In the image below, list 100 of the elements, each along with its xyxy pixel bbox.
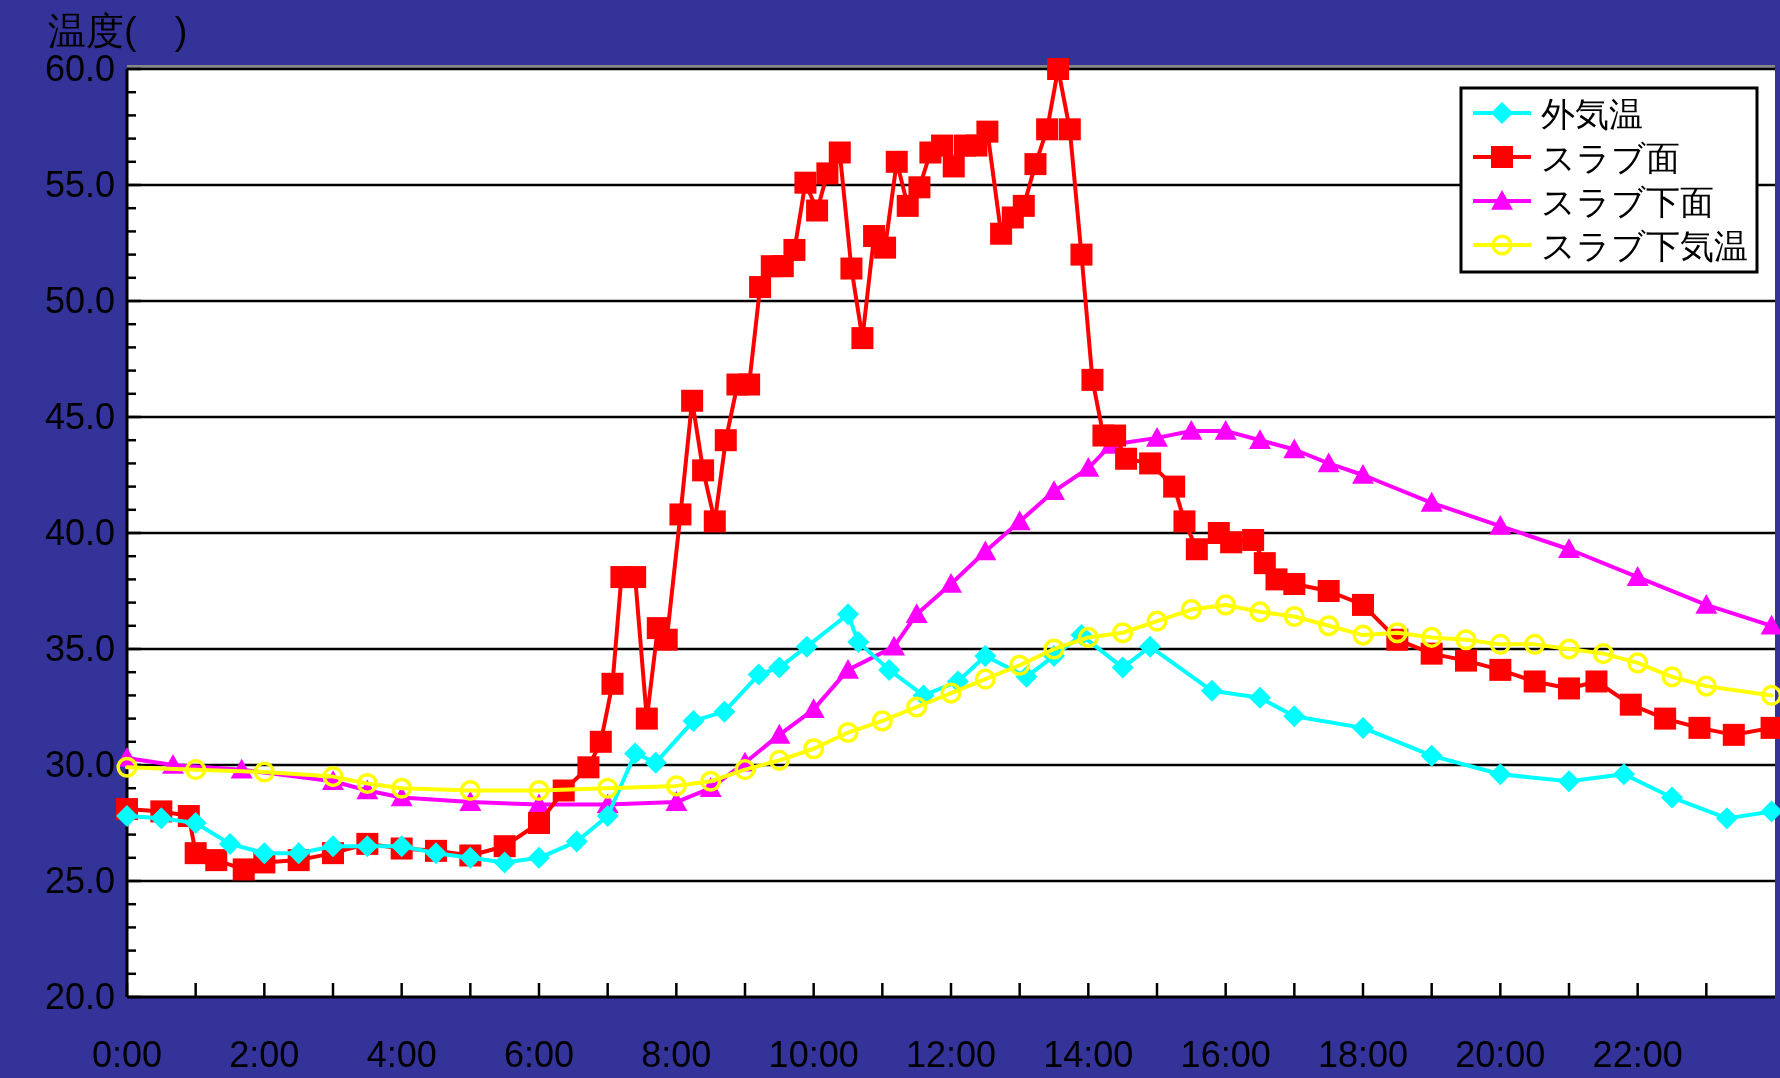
point	[1661, 666, 1683, 688]
point	[871, 710, 893, 732]
point	[1558, 770, 1580, 793]
point	[1043, 638, 1065, 660]
point	[1317, 452, 1340, 473]
point	[1009, 654, 1031, 676]
point	[1661, 786, 1683, 809]
point	[1386, 622, 1408, 644]
y-tick-label: 45.0	[44, 396, 115, 437]
point	[1249, 686, 1271, 709]
point	[1200, 679, 1223, 702]
point	[1612, 763, 1635, 786]
y-tick-label: 35.0	[44, 628, 115, 669]
point	[802, 698, 825, 719]
point	[803, 738, 825, 760]
point	[1318, 615, 1340, 637]
point	[1146, 610, 1168, 632]
point	[1283, 438, 1306, 459]
point	[1420, 744, 1443, 767]
point	[734, 759, 756, 781]
point	[878, 658, 901, 681]
point	[644, 751, 667, 774]
point	[253, 761, 275, 783]
x-tick-label: 2:00	[229, 1034, 300, 1075]
x-tick-label: 20:00	[1455, 1034, 1546, 1075]
point	[1420, 491, 1443, 512]
point	[185, 759, 207, 781]
x-tick-label: 8:00	[641, 1034, 712, 1075]
point	[847, 631, 870, 654]
point	[837, 658, 859, 679]
point	[624, 742, 647, 765]
point	[528, 846, 550, 869]
y-tick-label: 30.0	[44, 744, 115, 785]
point	[528, 779, 550, 802]
y-tick-label: 50.0	[44, 280, 115, 321]
x-tick-label: 16:00	[1180, 1034, 1271, 1075]
point	[682, 709, 705, 732]
legend-label: 外気温	[1541, 95, 1643, 133]
x-tick-label: 12:00	[905, 1034, 997, 1075]
point	[1352, 464, 1374, 484]
point	[1489, 763, 1512, 786]
x-tick-label: 4:00	[366, 1034, 437, 1075]
point	[1112, 622, 1134, 644]
point	[1283, 705, 1306, 728]
point	[700, 770, 722, 792]
x-tick-label: 0:00	[91, 1034, 163, 1075]
point	[768, 749, 790, 771]
point	[1283, 605, 1305, 628]
x-tick-label: 14:00	[1043, 1034, 1134, 1075]
x-tick-label: 22:00	[1592, 1034, 1683, 1075]
point	[596, 805, 619, 828]
point	[1695, 593, 1718, 614]
point	[837, 721, 859, 744]
point	[1111, 656, 1134, 679]
point	[184, 812, 207, 834]
point	[1421, 626, 1443, 648]
y-tick-label: 20.0	[44, 976, 115, 1017]
point	[837, 603, 859, 626]
x-tick-label: 10:00	[768, 1034, 859, 1075]
point	[974, 668, 996, 690]
y-tick-label: 25.0	[44, 860, 115, 901]
legend-label: スラブ面	[1541, 139, 1680, 177]
point	[356, 773, 378, 795]
point	[1249, 601, 1271, 623]
point	[768, 656, 791, 679]
point	[1215, 594, 1237, 616]
point	[1352, 624, 1374, 646]
point	[253, 842, 276, 865]
point	[1146, 426, 1168, 447]
y-tick-label: 40.0	[44, 512, 115, 553]
point	[1214, 419, 1237, 440]
point	[116, 805, 138, 828]
point	[1592, 643, 1614, 665]
legend-label: スラブ下気温	[1541, 227, 1748, 265]
point	[905, 603, 928, 623]
point	[1627, 652, 1649, 674]
point	[974, 540, 997, 561]
point	[1626, 566, 1649, 586]
point	[1489, 515, 1512, 535]
point	[322, 835, 344, 858]
point	[493, 851, 516, 874]
point	[597, 777, 619, 799]
point	[713, 700, 736, 723]
point	[665, 775, 687, 797]
point	[1139, 635, 1162, 658]
point	[747, 663, 770, 686]
point	[1489, 633, 1511, 655]
point	[940, 573, 962, 593]
point	[1455, 629, 1477, 651]
y-tick-label: 55.0	[44, 164, 115, 205]
point	[883, 635, 906, 656]
x-tick-label: 6:00	[503, 1034, 575, 1075]
point	[459, 779, 481, 802]
point	[1249, 429, 1271, 449]
point	[795, 635, 818, 658]
point	[150, 807, 173, 830]
point	[974, 644, 997, 667]
legend-label: スラブ下面	[1541, 183, 1714, 221]
point	[1077, 626, 1099, 648]
point	[565, 830, 588, 853]
